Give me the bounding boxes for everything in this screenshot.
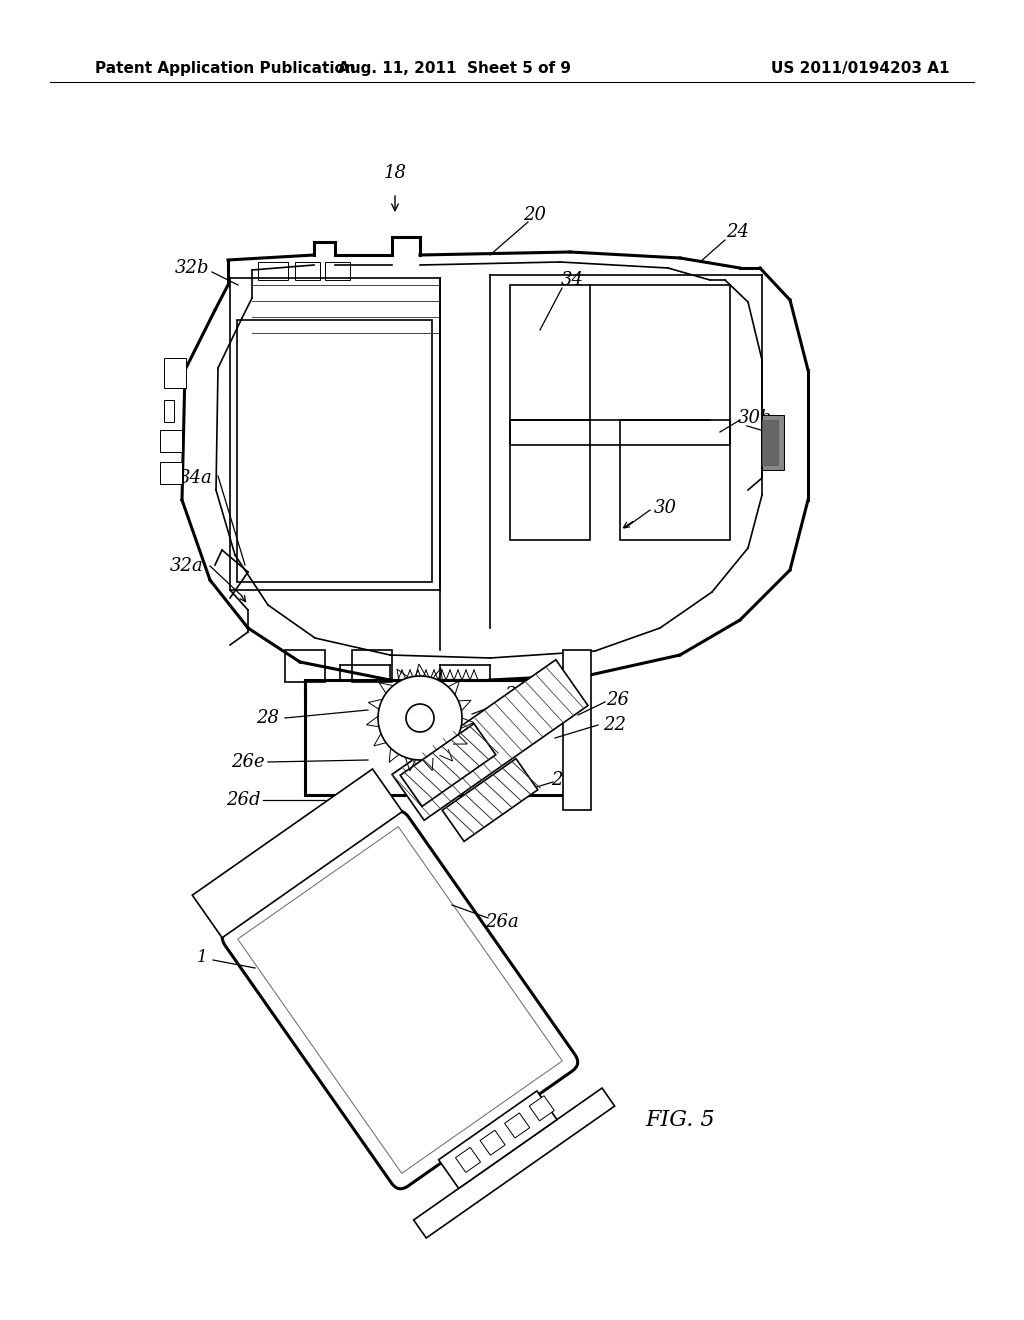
- Bar: [352, 649, 392, 682]
- Bar: [285, 649, 325, 682]
- Text: 28: 28: [256, 709, 280, 727]
- Bar: [295, 261, 319, 280]
- Bar: [160, 462, 182, 484]
- Text: 26: 26: [606, 690, 630, 709]
- Bar: [442, 759, 538, 841]
- Text: 34a: 34a: [179, 469, 213, 487]
- Bar: [164, 400, 174, 422]
- Bar: [400, 723, 496, 807]
- Text: 26d: 26d: [225, 791, 260, 809]
- Bar: [762, 414, 784, 470]
- Bar: [164, 358, 186, 388]
- Bar: [456, 1147, 480, 1172]
- Bar: [193, 770, 402, 937]
- Text: 22: 22: [603, 715, 627, 734]
- Text: FIG. 5: FIG. 5: [645, 1109, 715, 1131]
- Bar: [392, 660, 588, 820]
- Text: 26e: 26e: [231, 752, 265, 771]
- Text: 26c: 26c: [552, 771, 585, 789]
- Bar: [620, 420, 730, 540]
- Text: 1: 1: [197, 949, 207, 966]
- Bar: [237, 319, 432, 582]
- Bar: [762, 420, 778, 465]
- Text: 34: 34: [560, 271, 584, 289]
- Bar: [510, 285, 730, 445]
- Circle shape: [378, 676, 462, 760]
- Text: Patent Application Publication: Patent Application Publication: [95, 61, 355, 75]
- Text: Aug. 11, 2011  Sheet 5 of 9: Aug. 11, 2011 Sheet 5 of 9: [339, 61, 571, 75]
- Text: 30: 30: [653, 499, 677, 517]
- Bar: [414, 1088, 614, 1238]
- Text: 30a: 30a: [505, 686, 539, 704]
- Text: 26a: 26a: [485, 913, 519, 931]
- Bar: [438, 1090, 557, 1188]
- FancyBboxPatch shape: [222, 812, 578, 1189]
- Text: 18: 18: [384, 164, 407, 182]
- Bar: [238, 826, 562, 1173]
- Bar: [529, 1096, 554, 1121]
- Text: 24: 24: [726, 223, 750, 242]
- Bar: [258, 261, 288, 280]
- Text: 32a: 32a: [170, 557, 204, 576]
- Text: 30b: 30b: [737, 409, 772, 426]
- Bar: [305, 680, 583, 795]
- Bar: [325, 261, 350, 280]
- Circle shape: [406, 704, 434, 733]
- Bar: [505, 1113, 529, 1138]
- Bar: [510, 420, 590, 540]
- Bar: [563, 649, 591, 810]
- Text: US 2011/0194203 A1: US 2011/0194203 A1: [771, 61, 949, 75]
- Bar: [160, 430, 182, 451]
- Text: 32b: 32b: [175, 259, 209, 277]
- Text: 20: 20: [523, 206, 547, 224]
- Bar: [480, 1130, 505, 1155]
